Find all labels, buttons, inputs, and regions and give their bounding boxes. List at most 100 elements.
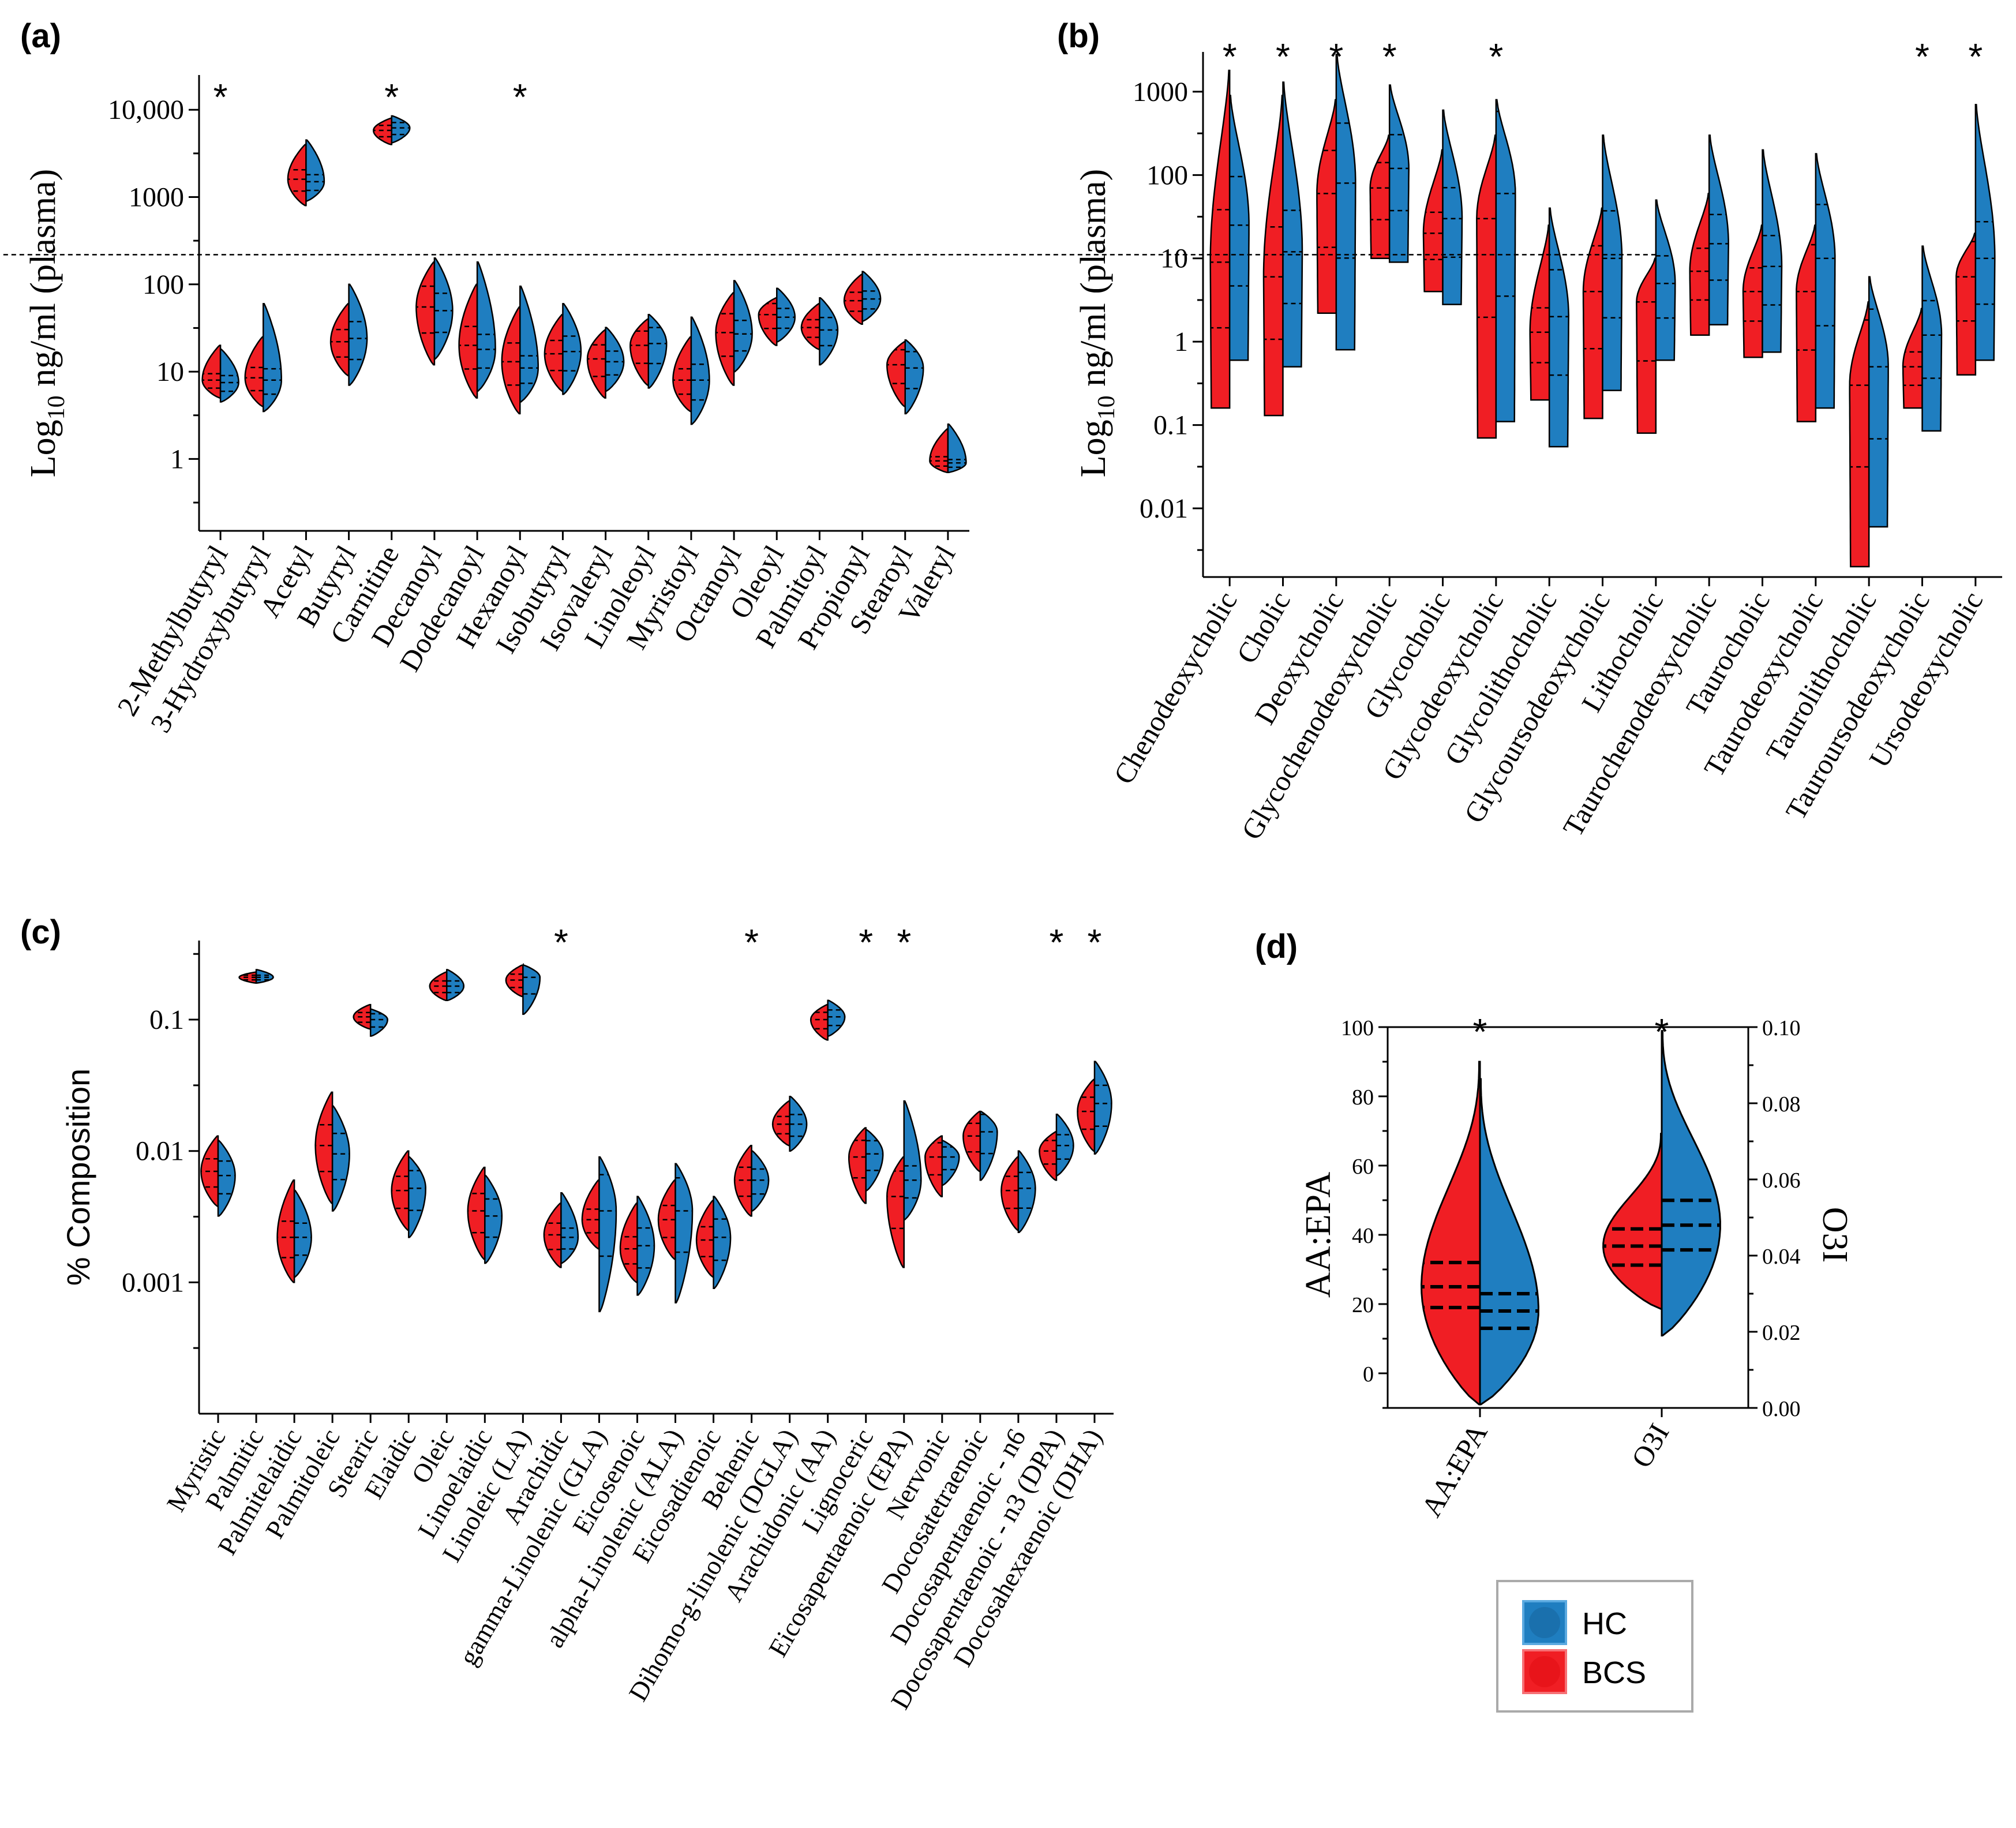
significance-star: *	[1049, 922, 1063, 963]
violin-hc	[484, 1175, 503, 1264]
x-tick-label: O3I	[1625, 1418, 1675, 1473]
violin-hc	[1921, 245, 1943, 432]
violin-bcs	[1796, 224, 1817, 422]
violin-hc	[1495, 99, 1516, 422]
ylabel-c: % Composition	[60, 1069, 96, 1286]
significance-star: *	[1489, 36, 1503, 77]
violin-hc	[331, 1105, 350, 1212]
violin-hc	[733, 280, 753, 373]
violin-bcs	[1582, 207, 1603, 419]
violin-hc	[1708, 134, 1729, 325]
violin-bcs	[810, 1003, 829, 1041]
y-tick-label: 0.1	[149, 1005, 184, 1035]
significance-star: *	[1276, 36, 1290, 77]
y-tick-label: 10,000	[108, 95, 184, 125]
violin-bcs	[1039, 1131, 1058, 1181]
violin-bcs	[1689, 193, 1710, 336]
violin-bcs	[1955, 233, 1977, 376]
violin-hc	[1655, 199, 1676, 361]
violin-bcs	[505, 964, 524, 998]
violin-hc	[713, 1196, 732, 1290]
violin-bcs	[1209, 69, 1231, 409]
legend-bcs-marker	[1529, 1656, 1560, 1687]
violin-hc	[776, 287, 796, 343]
violin-hc	[598, 1156, 617, 1313]
violin-bcs	[848, 1127, 867, 1204]
violin-bcs	[1316, 99, 1337, 314]
violin-bcs	[929, 428, 949, 474]
significance-star: *	[1915, 36, 1929, 77]
panel-label-d: (d)	[1255, 928, 1298, 965]
violin-bcs	[924, 1135, 943, 1197]
violin-hc	[1442, 109, 1463, 305]
ylabel-a: Log10 ng/ml (plasma)	[24, 169, 70, 477]
violin-hc	[861, 271, 882, 322]
violin-hc	[217, 1140, 236, 1217]
violin-bcs	[771, 1100, 790, 1147]
violin-hc	[522, 964, 541, 1015]
significance-star: *	[384, 76, 399, 118]
significance-star: *	[513, 76, 527, 118]
y-tick-label-left: 80	[1352, 1085, 1374, 1110]
violin-hc	[263, 303, 282, 413]
ylabel-b: Log10 ng/ml (plasma)	[1074, 169, 1120, 477]
y-tick-label: 1	[170, 444, 184, 474]
ylabel-a-rest: ng/ml (plasma)	[24, 169, 63, 396]
violin-hc	[433, 257, 454, 360]
y-tick-label-right: 0.06	[1762, 1168, 1801, 1193]
violin-bcs	[1529, 224, 1550, 401]
ylabel-b-main: Log	[1074, 419, 1113, 477]
violin-hc	[391, 115, 411, 144]
y-tick-label-right: 0.00	[1762, 1397, 1801, 1421]
significance-star: *	[554, 922, 568, 963]
violin-hc	[1548, 207, 1569, 448]
legend: HC BCS	[1496, 1580, 1693, 1713]
violin-bcs	[1420, 1061, 1481, 1406]
violin-hc	[690, 316, 710, 425]
violin-bcs	[329, 303, 350, 377]
violin-bcs	[415, 261, 436, 366]
violin-bcs	[501, 306, 521, 415]
violin-bcs	[276, 1179, 295, 1283]
violin-hc	[1868, 276, 1889, 528]
y-tick-label: 0.1	[1153, 410, 1188, 441]
violin-hc	[751, 1150, 770, 1212]
violin-bcs	[201, 344, 222, 399]
ylabel-d-right: O3I	[1815, 1207, 1854, 1263]
panel-label-c: (c)	[20, 913, 61, 951]
violin-bcs	[467, 1166, 486, 1260]
violin-hc	[255, 969, 274, 984]
legend-bcs-label: BCS	[1582, 1655, 1646, 1690]
violin-hc	[1335, 54, 1357, 351]
violin-hc	[1282, 81, 1303, 368]
violin-bcs	[886, 1156, 905, 1268]
y-tick-label: 100	[1146, 160, 1188, 190]
violin-bcs	[695, 1200, 714, 1278]
violin-bcs	[287, 144, 307, 207]
y-tick-label-left: 40	[1352, 1224, 1374, 1248]
violin-bcs	[581, 1179, 600, 1250]
violin-hc	[1762, 149, 1783, 353]
violin-bcs	[619, 1203, 638, 1283]
y-tick-label-left: 100	[1341, 1016, 1374, 1040]
ylabel-d-left: AA:EPA	[1299, 1172, 1338, 1298]
violin-bcs	[244, 336, 264, 407]
y-tick-label-left: 0	[1363, 1362, 1374, 1387]
violin-hc	[979, 1110, 998, 1181]
y-tick-label-right: 0.04	[1762, 1245, 1801, 1269]
chart-d: 0 20 40 60 80 100 0.00 0.02 0.04 0.06 0.08 0.10 AA:E…	[1341, 1011, 1801, 1522]
chart-a: 110100100010,0002-Methylbutyryl*3-Hydrox…	[108, 75, 969, 738]
violin-bcs	[373, 117, 392, 145]
violin-bcs	[800, 303, 820, 350]
violin-hc	[1228, 95, 1250, 361]
legend-hc-label: HC	[1582, 1606, 1627, 1641]
violin-hc	[605, 327, 625, 392]
violin-bcs	[1476, 134, 1497, 439]
violin-bcs	[1636, 257, 1657, 434]
violin-hc	[1815, 153, 1836, 409]
violin-bcs	[886, 340, 906, 407]
violin-bcs	[1902, 308, 1923, 409]
violin-hc	[1479, 1078, 1539, 1406]
violin-hc	[865, 1129, 884, 1192]
significance-star: *	[1968, 36, 1983, 77]
